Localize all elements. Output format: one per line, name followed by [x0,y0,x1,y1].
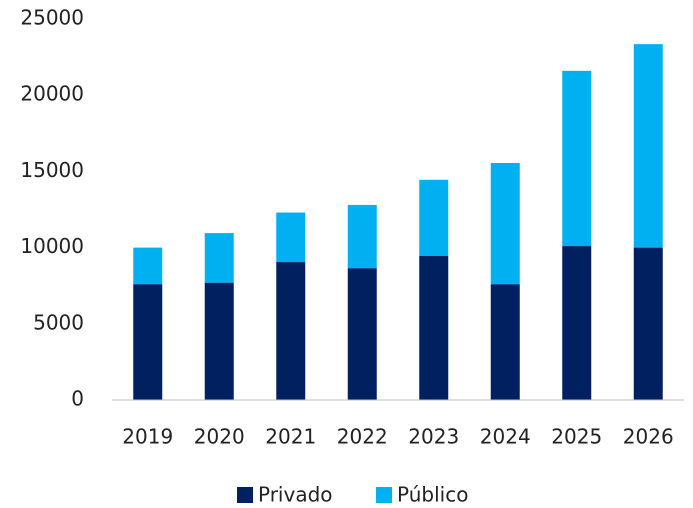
bar-segment [419,255,449,400]
x-tick-label: 2021 [265,425,316,449]
y-tick-label: 20000 [20,82,84,106]
x-tick-label: 2024 [480,425,531,449]
bar-segment [490,284,520,400]
bar-segment [204,282,234,400]
bar-segment [419,179,449,256]
x-tick-label: 2026 [623,425,674,449]
x-tick-label: 2020 [194,425,245,449]
bar-segment [490,163,520,285]
legend-swatch [237,487,253,503]
bar-segment [276,262,306,400]
x-tick-label: 2025 [551,425,602,449]
bar-segment [347,268,377,400]
y-tick-label: 10000 [20,234,84,258]
bar-segment [133,247,163,285]
x-tick-label: 2019 [122,425,173,449]
bar-segment [633,44,663,248]
bar-segment [276,212,306,263]
bar-segment [562,246,592,400]
bar-segment [562,70,592,247]
x-tick-label: 2023 [408,425,459,449]
legend-label: Público [397,483,468,507]
y-tick-label: 15000 [20,158,84,182]
y-tick-label: 5000 [33,310,84,334]
legend-swatch [376,487,392,503]
bar-segment [347,204,377,269]
bar-segment [204,233,234,283]
y-tick-label: 0 [71,387,84,411]
y-tick-label: 25000 [20,6,84,30]
bar-segment [133,284,163,400]
bar-segment [633,247,663,400]
x-tick-label: 2022 [337,425,388,449]
legend-label: Privado [258,483,333,507]
